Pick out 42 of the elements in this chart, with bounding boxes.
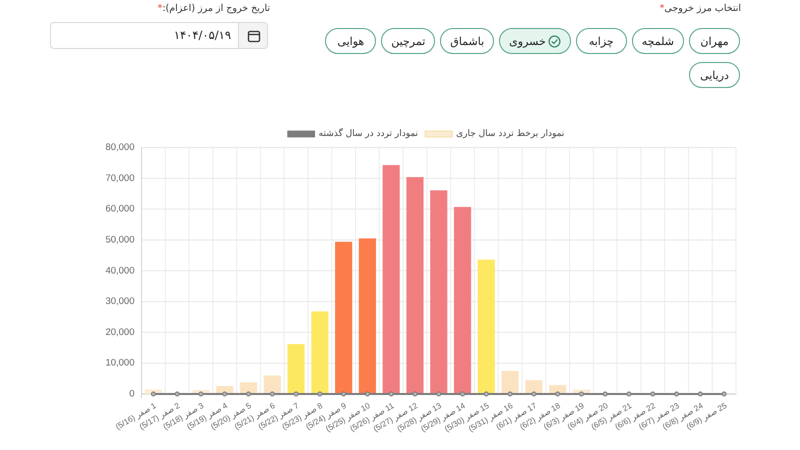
category-label: باشماق [450, 34, 484, 48]
category-label: شلمچه [642, 34, 674, 48]
y-tick-label: 70,000 [105, 172, 134, 184]
category-label: هوایی [337, 34, 364, 48]
toggle-button: تمرچین [381, 28, 436, 54]
bar [502, 370, 519, 394]
category-label: خسروی [509, 34, 546, 48]
bar [382, 165, 400, 394]
toggle-button: خسروی [499, 28, 571, 54]
text: تاریخ خروج از مرز (اعزام):* [158, 3, 270, 14]
bar [288, 344, 305, 394]
category-label: مهران [700, 34, 729, 48]
bar [525, 380, 542, 394]
y-tick-label: 80,000 [105, 142, 134, 153]
y-tick-label: 0 [129, 388, 134, 400]
bar [264, 376, 281, 394]
toggle-button: چزابه [576, 28, 627, 54]
toggle-button: باشماق [440, 28, 494, 54]
date-field: ۱۴۰۴/۰۵/۱۹ [50, 22, 268, 49]
toggle-button: هوایی [325, 28, 376, 54]
bar [358, 238, 376, 394]
y-tick-label: 20,000 [105, 326, 134, 338]
bar [335, 242, 352, 394]
text: انتخاب مرز خروجی* [660, 3, 741, 14]
category-label: چزابه [588, 34, 614, 48]
bar [430, 190, 448, 394]
category-label: دریایی [700, 68, 729, 82]
toggle-button: دریایی [689, 62, 740, 88]
bar [406, 177, 424, 394]
y-tick-label: 50,000 [105, 234, 134, 246]
y-tick-label: 10,000 [105, 358, 134, 369]
legend-label: نمودار برخط تردد سال جاری [456, 129, 564, 139]
y-tick-label: 40,000 [105, 265, 134, 276]
toggle-button: مهران [689, 28, 740, 54]
bar [454, 206, 472, 394]
y-tick-label: 30,000 [105, 296, 134, 308]
legend-label: نمودار تردد در سال گذشته [318, 127, 418, 139]
bar [478, 260, 495, 394]
y-tick-label: 60,000 [105, 204, 134, 215]
toggle-button: شلمچه [632, 28, 684, 54]
bar [311, 311, 328, 394]
category-label: تمرچین [391, 34, 426, 48]
